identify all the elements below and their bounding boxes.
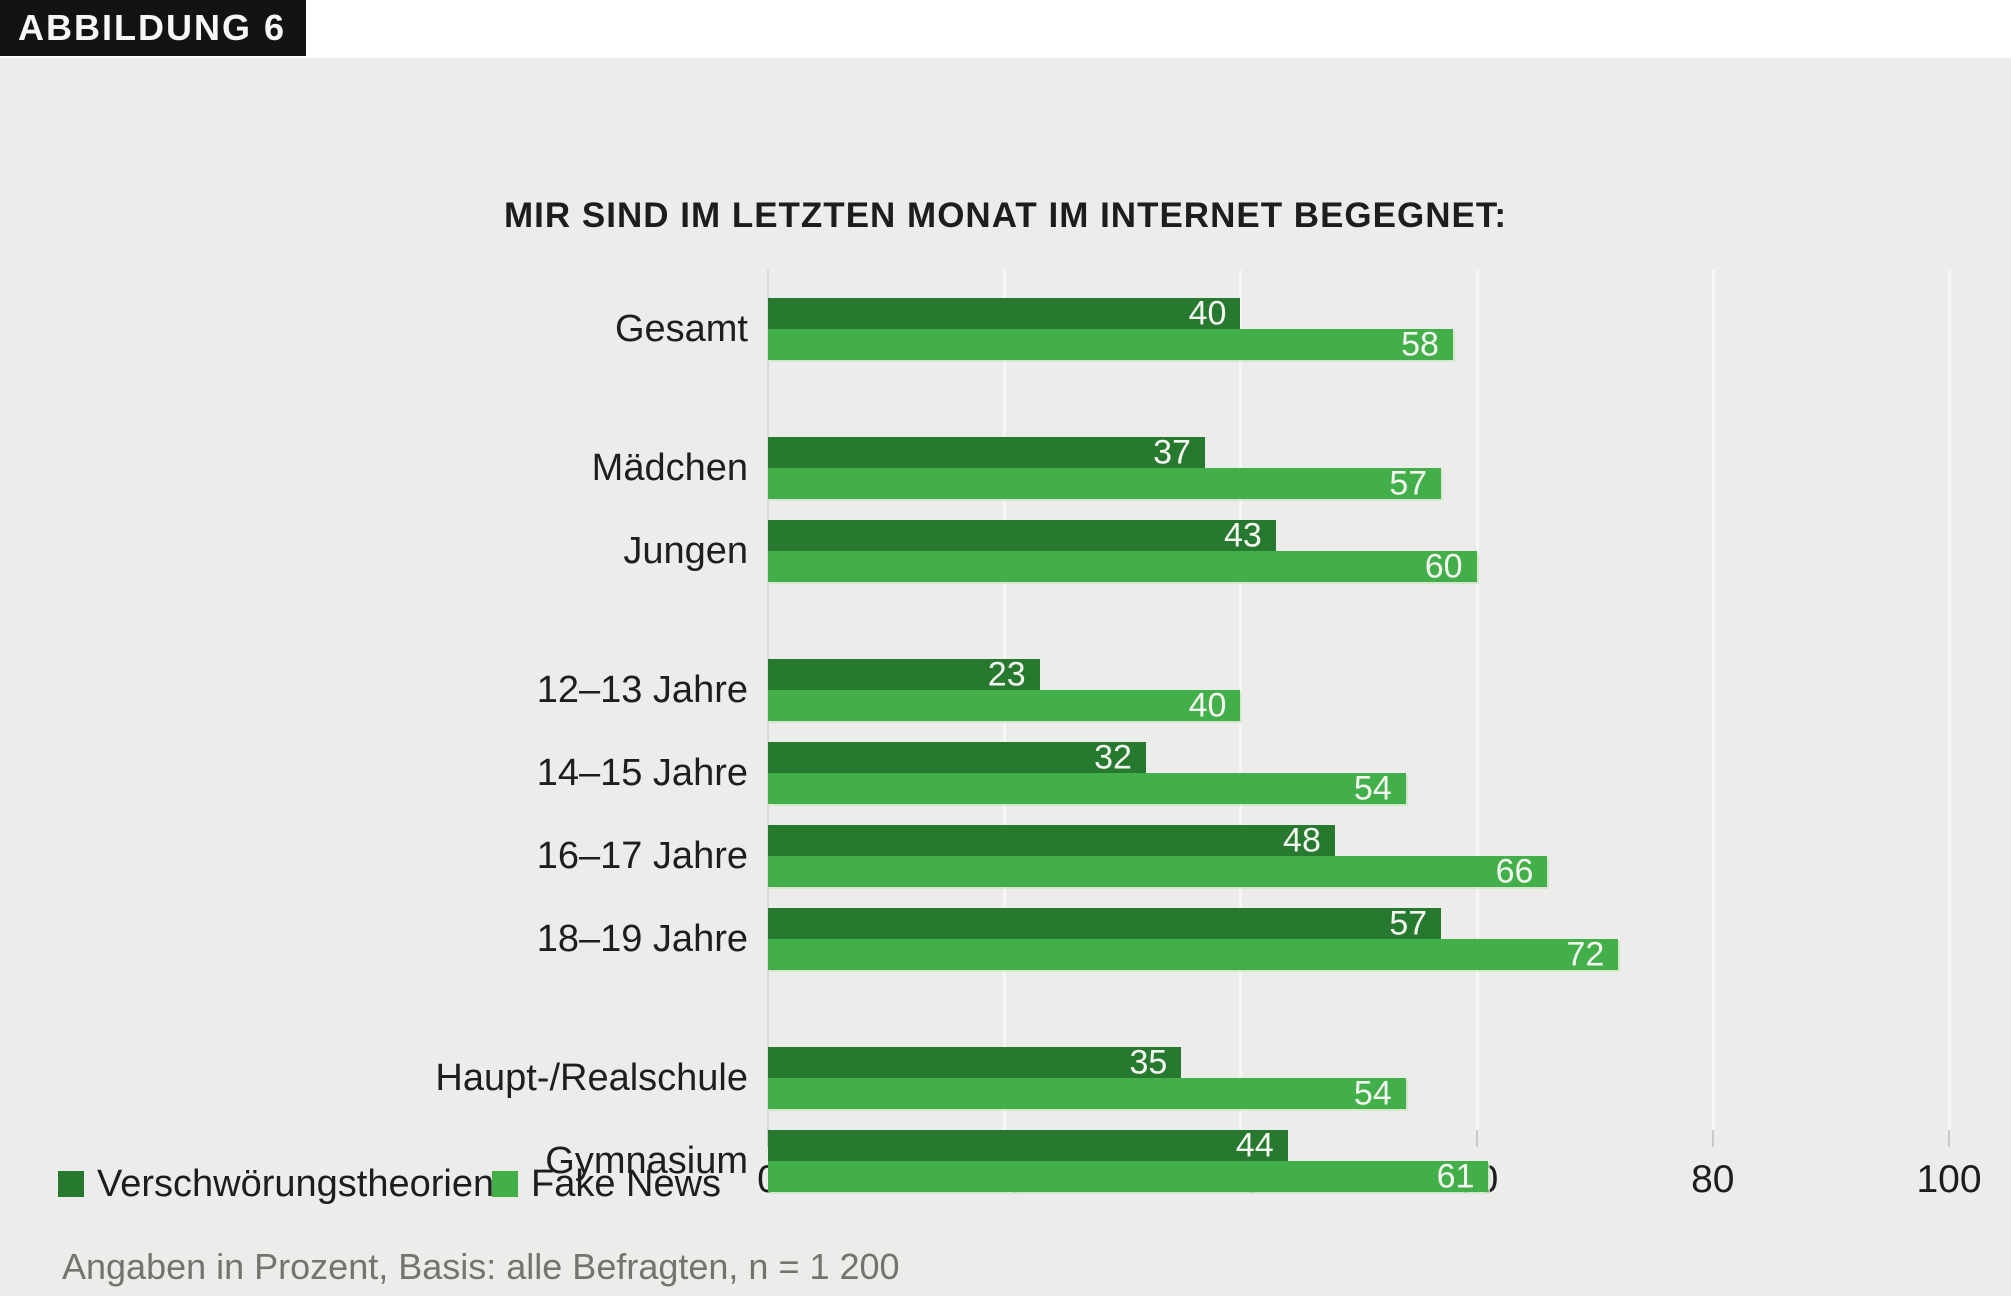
bar-value-label: 60 <box>1424 547 1463 585</box>
legend-item-fake-news: Fake News <box>492 1162 722 1205</box>
bar-verschwoerungstheorien: 37 <box>768 433 1205 471</box>
bar-fake-news: 66 <box>768 852 1548 890</box>
bar-value-label: 66 <box>1495 852 1534 890</box>
bar-value-label: 57 <box>1389 464 1428 502</box>
bar-value-label: 54 <box>1353 769 1392 807</box>
chart-panel: MIR SIND IM LETZTEN MONAT IM INTERNET BE… <box>0 58 2011 1296</box>
figure-label-badge: ABBILDUNG 6 <box>0 0 307 56</box>
category-label: 12–13 Jahre <box>536 669 748 711</box>
bar-fake-news: 54 <box>768 769 1406 807</box>
bar-value-label: 58 <box>1401 325 1439 363</box>
grid-line <box>1711 270 1715 1130</box>
legend-swatch-light-green <box>492 1171 518 1197</box>
legend-item-verschwoerungstheorien: Verschwörungstheorien <box>58 1162 495 1205</box>
bar-value-label: 40 <box>1188 294 1227 332</box>
bar-value-label: 32 <box>1094 738 1132 776</box>
legend-swatch-dark-green <box>58 1171 84 1197</box>
bar-fake-news: 54 <box>768 1074 1406 1112</box>
category-label: Mädchen <box>591 447 748 489</box>
bar-value-label: 40 <box>1188 686 1227 724</box>
category-label: Gymnasium <box>545 1140 748 1182</box>
plot-area: 020406080100Gesamt4058Mädchen3757Jungen4… <box>0 58 2011 1296</box>
category-label: 14–15 Jahre <box>536 752 748 794</box>
bar-verschwoerungstheorien: 35 <box>768 1043 1182 1081</box>
bar-fake-news: 72 <box>768 935 1619 973</box>
grid-line <box>1239 270 1243 1130</box>
bar-value-label: 57 <box>1389 904 1428 942</box>
bar-verschwoerungstheorien: 57 <box>768 904 1442 942</box>
bar-value-label: 23 <box>987 655 1026 693</box>
bar-value-label: 72 <box>1566 935 1605 973</box>
bar-value-label: 48 <box>1283 821 1321 859</box>
category-label: Haupt-/Realschule <box>435 1057 748 1099</box>
bar-verschwoerungstheorien: 43 <box>768 516 1276 554</box>
legend-label: Fake News <box>531 1162 722 1205</box>
axis-tick <box>1711 1130 1714 1147</box>
footnote-basis: Angaben in Prozent, Basis: alle Befragte… <box>62 1246 900 1287</box>
axis-tick <box>1948 1130 1950 1147</box>
bar-value-label: 44 <box>1235 1126 1274 1164</box>
axis-tick <box>1475 1130 1478 1147</box>
bar-value-label: 61 <box>1436 1157 1475 1195</box>
bar-verschwoerungstheorien: 44 <box>768 1126 1288 1164</box>
bar-fake-news: 40 <box>768 686 1241 724</box>
category-label: Jungen <box>623 530 748 572</box>
footnote-source: Quelle: JIM 2023 <box>62 1294 334 1296</box>
category-label: 16–17 Jahre <box>536 835 748 877</box>
legend-label: Verschwörungstheorien <box>97 1162 495 1205</box>
bar-fake-news: 57 <box>768 464 1442 502</box>
category-label: Gesamt <box>614 308 748 350</box>
bar-verschwoerungstheorien: 40 <box>768 294 1241 332</box>
bar-fake-news: 61 <box>768 1157 1489 1195</box>
bar-value-label: 37 <box>1153 433 1191 471</box>
bar-fake-news: 58 <box>768 325 1453 363</box>
bar-value-label: 35 <box>1129 1043 1168 1081</box>
chart-title: MIR SIND IM LETZTEN MONAT IM INTERNET BE… <box>504 196 1507 235</box>
bar-verschwoerungstheorien: 48 <box>768 821 1335 859</box>
axis-tick-label: 100 <box>1916 1158 1982 1201</box>
bar-fake-news: 60 <box>768 547 1477 585</box>
category-label: 18–19 Jahre <box>536 918 748 960</box>
bar-value-label: 54 <box>1353 1074 1392 1112</box>
bar-verschwoerungstheorien: 32 <box>768 738 1146 776</box>
bar-verschwoerungstheorien: 23 <box>768 655 1040 693</box>
grid-line <box>1948 270 1951 1130</box>
bar-value-label: 43 <box>1224 516 1262 554</box>
grid-line <box>1475 270 1479 1130</box>
axis-tick-label: 80 <box>1691 1158 1735 1201</box>
